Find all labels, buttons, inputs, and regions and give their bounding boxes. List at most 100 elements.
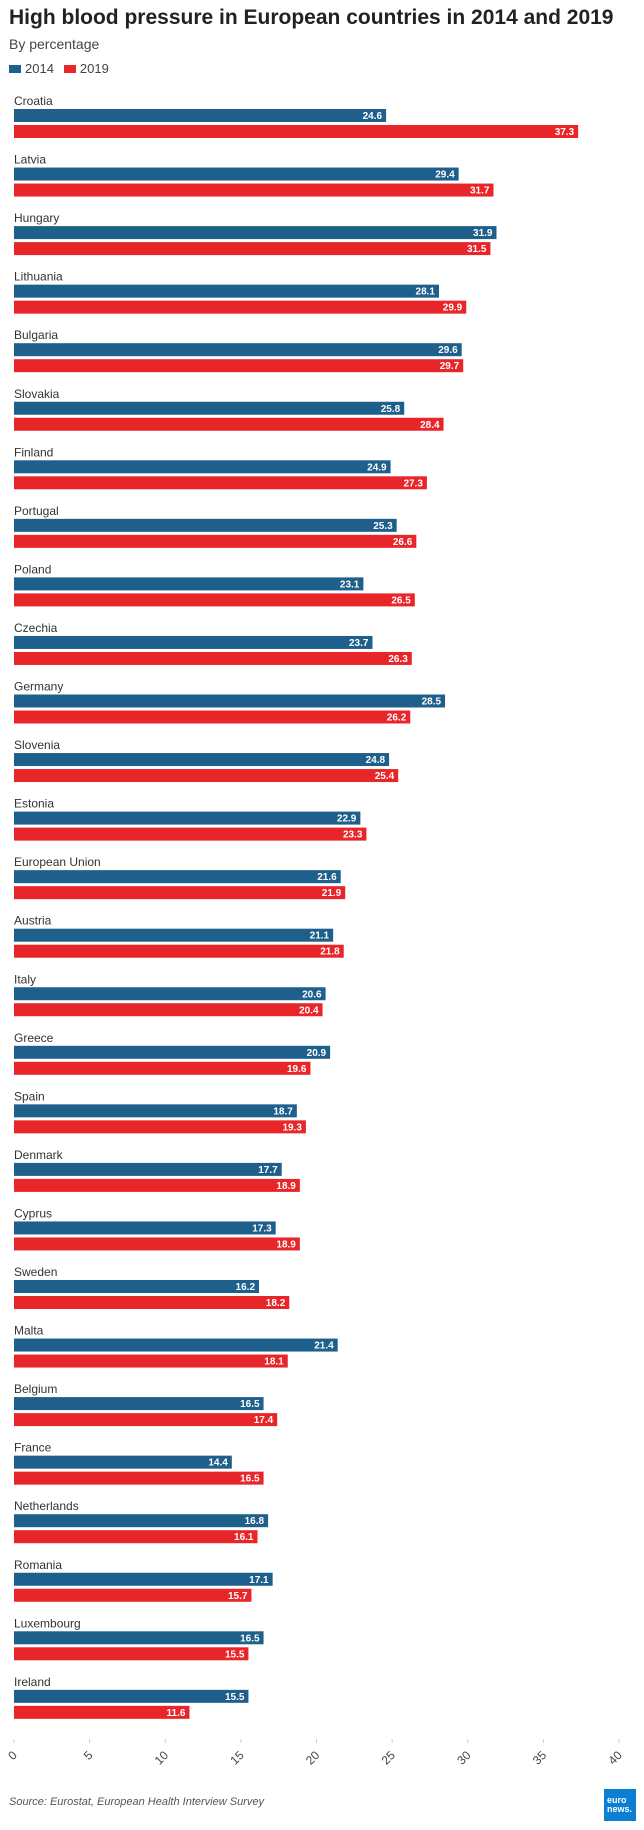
bar-croatia-2014 xyxy=(14,109,387,122)
value-label-luxembourg-2014: 16.5 xyxy=(240,1633,260,1644)
bar-netherlands-2019 xyxy=(14,1530,258,1544)
value-label-italy-2014: 20.6 xyxy=(302,989,322,1000)
legend-swatch-2019 xyxy=(63,64,76,73)
value-label-portugal-2014: 25.3 xyxy=(373,521,393,532)
bar-netherlands-2014 xyxy=(14,1514,269,1528)
value-label-germany-2019: 26.2 xyxy=(387,713,407,724)
value-label-spain-2014: 18.7 xyxy=(273,1106,293,1117)
value-label-cyprus-2014: 17.3 xyxy=(252,1223,272,1234)
category-label-romania: Romania xyxy=(14,1558,62,1572)
value-label-estonia-2014: 22.9 xyxy=(337,814,357,825)
legend-label-2019: 2019 xyxy=(79,61,109,76)
legend-label-2014: 2014 xyxy=(25,61,54,76)
value-label-slovakia-2014: 25.8 xyxy=(381,404,401,415)
value-label-sweden-2019: 18.2 xyxy=(266,1298,286,1309)
value-label-poland-2014: 23.1 xyxy=(340,579,360,590)
value-label-austria-2019: 21.8 xyxy=(320,947,340,958)
source-note: Source: Eurostat, European Health Interv… xyxy=(9,1796,264,1808)
bar-ireland-2014 xyxy=(14,1689,249,1703)
bar-romania-2019 xyxy=(14,1588,252,1602)
x-tick-label-5: 5 xyxy=(81,1748,96,1763)
bar-romania-2014 xyxy=(14,1572,273,1586)
value-label-austria-2014: 21.1 xyxy=(310,931,330,942)
category-label-italy: Italy xyxy=(14,972,36,986)
bar-germany-2014 xyxy=(14,694,446,708)
value-label-bulgaria-2014: 29.6 xyxy=(438,345,458,356)
category-label-finland: Finland xyxy=(14,445,53,459)
chart-title: High blood pressure in European countrie… xyxy=(9,6,614,29)
bar-estonia-2014 xyxy=(14,811,361,825)
category-label-netherlands: Netherlands xyxy=(14,1499,79,1513)
category-label-slovenia: Slovenia xyxy=(14,738,60,752)
bar-portugal-2019 xyxy=(14,534,417,548)
bar-italy-2014 xyxy=(14,987,326,1001)
bar-czechia-2019 xyxy=(14,651,412,665)
bar-greece-2019 xyxy=(14,1061,311,1075)
value-label-finland-2014: 24.9 xyxy=(367,462,387,473)
category-label-croatia: Croatia xyxy=(14,94,53,108)
category-label-luxembourg: Luxembourg xyxy=(14,1616,81,1630)
bar-italy-2019 xyxy=(14,1003,323,1017)
bar-sweden-2014 xyxy=(14,1280,260,1293)
value-label-france-2019: 16.5 xyxy=(240,1474,260,1485)
bar-portugal-2014 xyxy=(14,518,397,532)
value-label-portugal-2019: 26.6 xyxy=(393,537,413,548)
bar-spain-2014 xyxy=(14,1104,297,1118)
bar-luxembourg-2014 xyxy=(14,1631,264,1645)
x-tick-label-15: 15 xyxy=(227,1748,247,1768)
value-label-european-union-2014: 21.6 xyxy=(317,872,337,883)
category-label-denmark: Denmark xyxy=(14,1148,64,1162)
value-label-france-2014: 14.4 xyxy=(208,1458,228,1469)
category-label-estonia: Estonia xyxy=(14,797,54,811)
category-label-portugal: Portugal xyxy=(14,504,59,518)
value-label-spain-2019: 19.3 xyxy=(282,1122,302,1133)
bar-latvia-2019 xyxy=(14,183,494,197)
bar-hungary-2014 xyxy=(14,226,497,240)
bar-slovakia-2014 xyxy=(14,401,405,415)
value-label-bulgaria-2019: 29.7 xyxy=(440,361,460,372)
bar-slovenia-2019 xyxy=(14,769,399,783)
category-label-ireland: Ireland xyxy=(14,1675,51,1689)
bar-czechia-2014 xyxy=(14,635,373,649)
value-label-ireland-2014: 15.5 xyxy=(225,1692,245,1703)
value-label-hungary-2019: 31.5 xyxy=(467,244,487,255)
value-label-greece-2019: 19.6 xyxy=(287,1064,307,1075)
value-label-poland-2019: 26.5 xyxy=(391,595,411,606)
bar-slovenia-2014 xyxy=(14,753,390,767)
category-label-cyprus: Cyprus xyxy=(14,1206,52,1220)
value-label-greece-2014: 20.9 xyxy=(307,1048,327,1059)
x-tick-label-35: 35 xyxy=(530,1748,550,1768)
category-label-germany: Germany xyxy=(14,680,63,694)
x-tick-label-40: 40 xyxy=(605,1748,625,1768)
value-label-slovenia-2019: 25.4 xyxy=(375,771,395,782)
legend-swatch-2014 xyxy=(9,64,21,73)
category-label-belgium: Belgium xyxy=(14,1382,57,1396)
value-label-hungary-2014: 31.9 xyxy=(473,228,493,239)
value-label-finland-2019: 27.3 xyxy=(403,478,423,489)
bar-austria-2014 xyxy=(14,928,334,942)
bar-france-2014 xyxy=(14,1455,232,1469)
category-label-austria: Austria xyxy=(14,914,52,928)
x-tick-label-20: 20 xyxy=(303,1748,323,1768)
category-label-sweden: Sweden xyxy=(14,1265,57,1279)
bar-spain-2019 xyxy=(14,1120,306,1134)
chart-subtitle: By percentage xyxy=(9,36,100,52)
x-tick-label-25: 25 xyxy=(379,1748,399,1768)
bar-poland-2019 xyxy=(14,593,415,607)
bar-european-union-2019 xyxy=(14,886,346,900)
bar-belgium-2014 xyxy=(14,1397,264,1411)
bar-poland-2014 xyxy=(14,577,364,591)
value-label-luxembourg-2019: 15.5 xyxy=(225,1649,245,1660)
logo-text-line1: euro xyxy=(607,1795,627,1805)
value-label-netherlands-2019: 16.1 xyxy=(234,1532,254,1543)
category-label-hungary: Hungary xyxy=(14,211,59,225)
value-label-romania-2014: 17.1 xyxy=(249,1575,269,1586)
value-label-czechia-2014: 23.7 xyxy=(349,638,369,649)
value-label-romania-2019: 15.7 xyxy=(228,1591,248,1602)
euronews-logo: euro news. xyxy=(604,1789,636,1821)
value-label-belgium-2014: 16.5 xyxy=(240,1399,260,1410)
value-label-denmark-2019: 18.9 xyxy=(276,1181,296,1192)
value-label-ireland-2019: 11.6 xyxy=(167,1708,186,1719)
bar-slovakia-2019 xyxy=(14,417,444,431)
value-label-czechia-2019: 26.3 xyxy=(388,654,408,665)
